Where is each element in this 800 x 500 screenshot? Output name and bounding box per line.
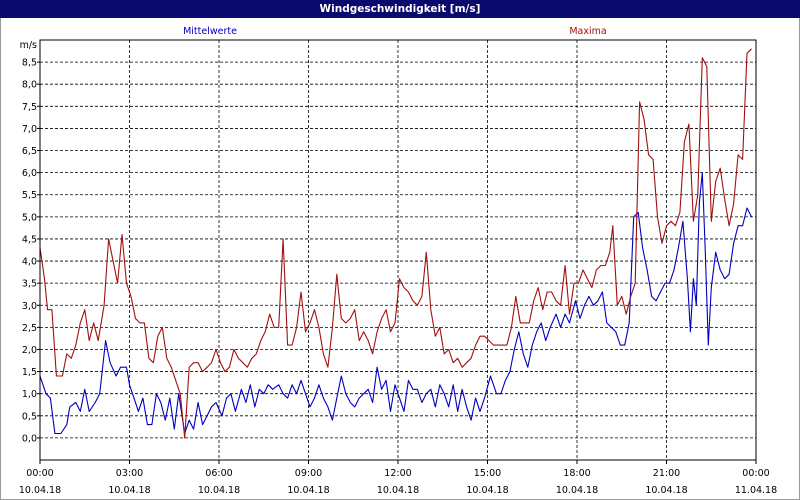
y-tick-label: 8,5 bbox=[22, 58, 37, 69]
x-tick-date: 10.04.18 bbox=[19, 485, 61, 496]
y-tick-label: 7,0 bbox=[22, 124, 37, 135]
y-tick-label: 4,5 bbox=[22, 234, 37, 245]
grid-lines bbox=[40, 40, 756, 460]
y-tick-label: 1,5 bbox=[22, 367, 37, 378]
legend-maxima: Maxima bbox=[569, 26, 606, 37]
y-tick-label: 7,5 bbox=[22, 102, 37, 113]
x-tick-date: 10.04.18 bbox=[108, 485, 150, 496]
y-tick-label: 4,0 bbox=[22, 257, 37, 268]
y-tick-label: 0,0 bbox=[22, 433, 37, 444]
tick-labels: 0,0 0,5 1,0 1,5 2,0 2,5 3,0 3,5 4,0 4,5 5,0 5,5 6,0 6… bbox=[19, 58, 777, 496]
y-tick-label: 6,5 bbox=[22, 146, 37, 157]
x-tick-time: 18:00 bbox=[563, 468, 590, 479]
y-tick-label: 2,0 bbox=[22, 345, 37, 356]
y-tick-label: 8,0 bbox=[22, 80, 37, 91]
x-tick-time: 21:00 bbox=[653, 468, 680, 479]
x-tick-time: 00:00 bbox=[26, 468, 53, 479]
x-tick-date: 11.04.18 bbox=[735, 485, 777, 496]
series-line-maxima bbox=[39, 48, 752, 439]
y-tick-label: 5,5 bbox=[22, 190, 37, 201]
y-tick-label: 3,5 bbox=[22, 279, 37, 290]
x-tick-date: 10.04.18 bbox=[645, 485, 687, 496]
series-line-mittelwerte bbox=[39, 172, 752, 435]
series-lines bbox=[39, 48, 752, 439]
y-tick-label: 3,0 bbox=[22, 301, 37, 312]
x-tick-time: 09:00 bbox=[295, 468, 322, 479]
axes bbox=[37, 39, 757, 464]
y-axis-label: m/s bbox=[20, 40, 37, 51]
x-tick-time: 15:00 bbox=[474, 468, 501, 479]
y-tick-label: 0,5 bbox=[22, 411, 37, 422]
x-tick-date: 10.04.18 bbox=[198, 485, 240, 496]
legend-mittelwerte: Mittelwerte bbox=[183, 26, 237, 37]
y-tick-label: 1,0 bbox=[22, 389, 37, 400]
x-tick-time: 03:00 bbox=[116, 468, 143, 479]
x-tick-date: 10.04.18 bbox=[377, 485, 419, 496]
x-tick-time: 12:00 bbox=[384, 468, 411, 479]
chart-title: Windgeschwindigkeit [m/s] bbox=[0, 0, 800, 18]
x-tick-time: 00:00 bbox=[742, 468, 769, 479]
x-tick-date: 10.04.18 bbox=[287, 485, 329, 496]
y-tick-label: 5,0 bbox=[22, 212, 37, 223]
plot-border bbox=[39, 39, 757, 461]
y-tick-label: 2,5 bbox=[22, 323, 37, 334]
y-tick-label: 6,0 bbox=[22, 168, 37, 179]
x-tick-time: 06:00 bbox=[205, 468, 232, 479]
x-tick-date: 10.04.18 bbox=[556, 485, 598, 496]
x-tick-date: 10.04.18 bbox=[466, 485, 508, 496]
